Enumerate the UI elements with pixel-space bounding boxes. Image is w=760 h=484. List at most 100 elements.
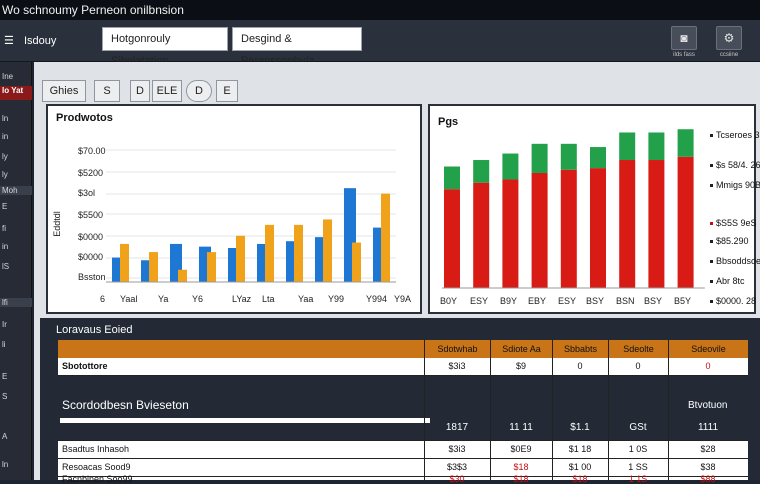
row-value: $28 (700, 444, 716, 454)
table-row[interactable]: Resoacas Sood9 $3$3 $18 $1 00 1 SS $38 (58, 458, 748, 476)
table-row[interactable]: Bsadtus Inhasoh $3i3 $0E9 $1 18 1 0S $28 (58, 440, 748, 458)
bar-green (502, 153, 519, 180)
sidebar-item[interactable]: Ir (2, 320, 7, 329)
sidebar-item[interactable]: Moh (0, 186, 32, 195)
summary-value: 0 (635, 361, 641, 371)
sidebar-item[interactable]: E (2, 202, 8, 211)
bar-orange (149, 252, 158, 282)
legend-item: Mmigs 90B (710, 180, 760, 190)
sidebar-item[interactable]: lfi (0, 298, 32, 307)
x-tick-label: EBY (528, 296, 546, 306)
y-tick-label: $70.00 (78, 146, 106, 156)
legend-item: $S5S 9eS (710, 218, 757, 228)
legend-item: $85.290 (710, 236, 749, 246)
bar-green (444, 166, 460, 190)
sub-header: 1817 (445, 422, 469, 433)
camera-icon[interactable]: ◙ (671, 26, 697, 50)
row-value: 1 SS (628, 462, 648, 472)
bar-red (560, 169, 577, 288)
bar-red (677, 156, 694, 288)
summary-label: Sbotottore (62, 361, 108, 371)
bar-orange (178, 269, 187, 282)
bar-orange (323, 219, 332, 282)
bar-green (677, 129, 694, 157)
table-row[interactable]: Facnbinen Soo99 $30 $18 $18 1 1S $88 (58, 474, 748, 484)
sidebar-item-active[interactable]: lo Yat (0, 86, 32, 100)
column-header[interactable]: Sdeolte (608, 342, 668, 356)
legend-item: $s 58/4. 26 (710, 160, 760, 170)
sidebar-item[interactable]: in (2, 242, 9, 251)
sidebar-item[interactable]: li (2, 340, 6, 349)
bar-red (648, 160, 665, 288)
sidebar-item[interactable]: lS (2, 262, 10, 271)
x-tick-label: B5Y (674, 296, 691, 306)
tab-s[interactable]: S (94, 80, 120, 102)
x-tick-label: ESY (558, 296, 576, 306)
sidebar-item[interactable]: E (2, 372, 8, 381)
left-chart-panel: Prodwotos Eddtdl $70.00 $5200 $3ol $5500… (46, 104, 422, 314)
row-value: $18 (572, 474, 588, 484)
row-value: 1 1S (628, 474, 648, 484)
toolbar: ☰ Isdouy Hotgonrouly Sibnlatation Desgin… (0, 20, 760, 67)
y-tick-label: $3ol (78, 188, 95, 198)
window-title: Wo schnoumy Perneon onilbnsion (0, 0, 760, 20)
x-tick-label: Y6 (192, 294, 203, 304)
bar-red (502, 179, 519, 288)
sidebar-item[interactable]: in (2, 132, 9, 141)
tab-charts[interactable]: Ghies (42, 80, 86, 102)
tab-ele[interactable]: ELE (152, 80, 182, 102)
sidebar-item[interactable]: ln (2, 460, 9, 469)
x-tick-label: Lta (262, 294, 275, 304)
row-value: 1 0S (628, 444, 648, 454)
legend-label: $s 58/4. 26 (716, 160, 760, 170)
x-tick-label: BSY (644, 296, 662, 306)
sidebar-item[interactable]: ly (2, 170, 8, 179)
summary-row[interactable]: Sbotottore $3i3 $9 0 0 0 (58, 358, 748, 376)
camera-button-label: ilds fass (673, 52, 695, 58)
summary-value: 0 (577, 361, 583, 371)
y-tick-label: $0000 (78, 232, 103, 242)
bar-orange (352, 242, 361, 282)
legend-item: $0000. 28 (710, 296, 756, 306)
x-tick-label: B9Y (500, 296, 517, 306)
bar-red (590, 168, 606, 288)
sidebar-item[interactable]: A (2, 432, 8, 441)
right-chart-panel: Pgs B0Y ESY B9Y EBY ESY BSY BSN BSY B5Y … (428, 104, 760, 314)
x-tick-label: LYaz (232, 294, 252, 304)
summary-value: $9 (515, 361, 526, 371)
simulation-field[interactable]: Hotgonrouly Sibnlatation (102, 27, 228, 67)
tab-e[interactable]: E (216, 80, 238, 102)
x-tick-label: BSN (616, 296, 635, 306)
settings-icon[interactable]: ⚙ (716, 26, 742, 50)
bar-red (531, 172, 548, 288)
bar-orange (294, 224, 303, 282)
sidebar-item[interactable]: Ine (2, 72, 14, 81)
column-header[interactable]: Sdiote Aa (490, 342, 552, 356)
right-bar-chart: B0Y ESY B9Y EBY ESY BSY BSN BSY B5Y (440, 129, 705, 306)
row-value: $18 (513, 462, 529, 472)
menu-icon[interactable]: ☰ (4, 35, 14, 47)
sidebar-item[interactable]: ly (2, 152, 8, 161)
x-tick-label: Yaa (298, 294, 313, 304)
sidebar-item[interactable]: fi (2, 224, 6, 233)
x-tick-label: ESY (470, 296, 488, 306)
tab-d[interactable]: D (130, 80, 150, 102)
bottom-table-panel: Loravaus Eoied Sdotwhab Sdiote Aa Sbbabt… (40, 318, 760, 484)
x-tick-label: 6 (100, 294, 105, 304)
bar-green (590, 147, 606, 169)
legend-label: Tcseroes 3h (716, 130, 760, 140)
legend-label: Abr 8tc (716, 276, 745, 286)
column-header[interactable]: Sdeovile (668, 342, 748, 356)
sidebar-item[interactable]: ln (2, 114, 9, 123)
legend-label: $85.290 (716, 236, 749, 246)
column-header[interactable]: Sdotwhab (424, 342, 490, 356)
design-field[interactable]: Desgind & Perenscophy/a (232, 27, 362, 67)
settings-button-label: ccsiine (719, 52, 739, 58)
bar-green (531, 143, 548, 173)
tab-toggle[interactable]: D (186, 80, 212, 102)
legend-item: Bbsoddsoe (710, 256, 760, 266)
x-tick-label: BSY (586, 296, 604, 306)
sidebar-item[interactable]: S (2, 392, 8, 401)
column-header[interactable]: Sbbabts (552, 342, 608, 356)
sub-header: GSt (629, 422, 647, 433)
